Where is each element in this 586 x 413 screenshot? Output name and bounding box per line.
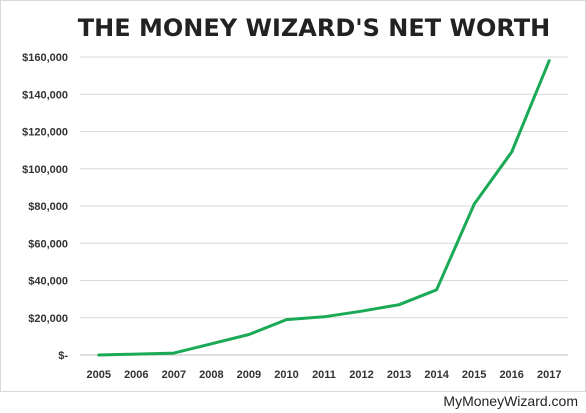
x-tick-label: 2010 <box>274 369 298 381</box>
x-tick-label: 2006 <box>124 369 148 381</box>
y-tick-label: $60,000 <box>28 238 68 250</box>
data-point <box>397 303 401 306</box>
data-point <box>135 352 138 356</box>
y-tick-label: $140,000 <box>22 89 68 101</box>
x-tick-label: 2009 <box>237 369 261 381</box>
data-point <box>360 310 363 313</box>
data-point <box>322 315 326 319</box>
x-tick-label: 2005 <box>87 369 111 381</box>
x-tick-label: 2014 <box>424 369 449 381</box>
x-tick-label: 2008 <box>199 369 223 381</box>
x-axis-tick-labels: 2005 2006 2007 2008 2009 2010 2011 2012 2013 2014… <box>87 369 562 381</box>
x-tick-label: 2016 <box>499 369 523 381</box>
data-point <box>247 333 251 336</box>
chart-frame <box>0 0 586 392</box>
y-tick-label: $- <box>58 350 68 362</box>
data-point <box>548 59 551 62</box>
y-tick-label: $100,000 <box>22 164 68 176</box>
y-tick-label: $160,000 <box>22 52 68 64</box>
source-credit: MyMoneyWizard.com <box>443 393 578 409</box>
y-tick-label: $120,000 <box>22 127 68 139</box>
x-tick-label: 2013 <box>387 369 411 381</box>
x-tick-label: 2015 <box>462 369 486 381</box>
series-layer <box>97 59 551 357</box>
gridlines <box>80 56 568 356</box>
net-worth-line <box>97 59 551 357</box>
data-point <box>285 318 288 321</box>
y-tick-label: $20,000 <box>28 313 68 325</box>
data-point <box>510 150 513 154</box>
net-worth-chart: THE MONEY WIZARD'S NET WORTH $- $20,000 $4… <box>22 14 568 381</box>
x-tick-label: 2012 <box>349 369 373 381</box>
data-point <box>435 288 438 292</box>
y-tick-label: $80,000 <box>28 201 68 213</box>
y-tick-label: $40,000 <box>28 276 68 288</box>
x-tick-label: 2011 <box>312 369 336 381</box>
chart-title: THE MONEY WIZARD'S NET WORTH <box>78 14 550 42</box>
data-point <box>172 351 176 355</box>
data-point <box>210 342 213 346</box>
data-point <box>472 202 476 206</box>
x-tick-label: 2007 <box>162 369 186 381</box>
data-point <box>97 353 100 357</box>
x-tick-label: 2017 <box>537 369 561 381</box>
y-axis-tick-labels: $- $20,000 $40,000 $60,000 $80,000 $100,000 $1… <box>22 52 68 362</box>
